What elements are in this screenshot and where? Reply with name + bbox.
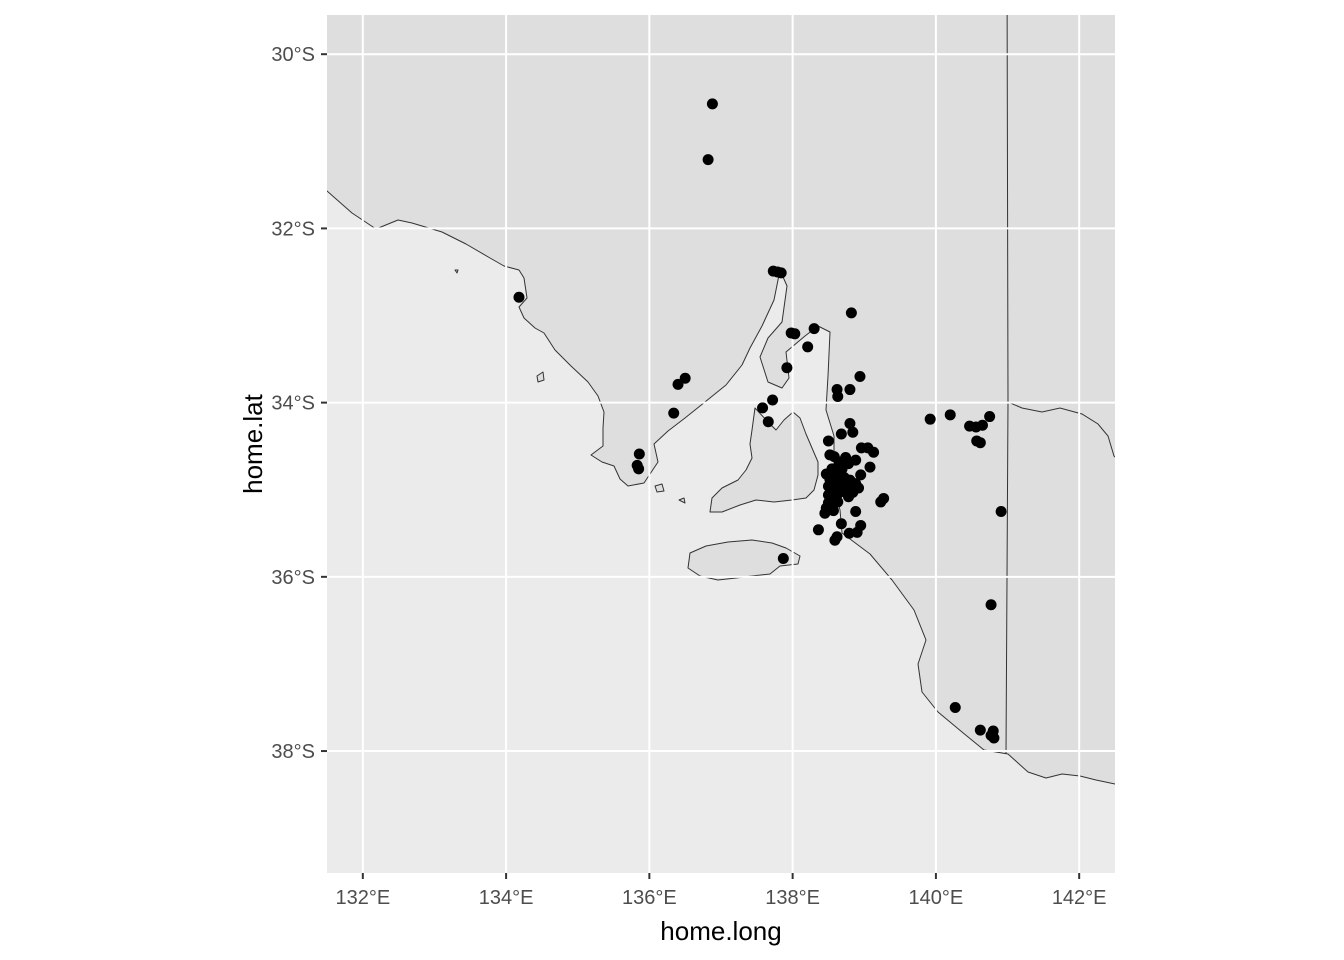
data-point-33 — [822, 435, 834, 447]
data-point-72 — [832, 496, 844, 508]
data-point-46 — [633, 463, 645, 475]
land-kangaroo-island — [687, 539, 801, 581]
x-tick-label-3: 138°E — [765, 887, 820, 909]
y-tick-label-0: 30°S — [271, 44, 315, 66]
x-tick-label-2: 136°E — [622, 887, 677, 909]
land-island-2 — [454, 269, 459, 274]
data-point-87 — [949, 701, 961, 713]
y-tick-label-4: 38°S — [271, 741, 315, 763]
data-point-1 — [702, 154, 714, 166]
x-tick-label-0: 132°E — [335, 887, 390, 909]
data-point-86 — [985, 599, 997, 611]
data-point-12 — [679, 372, 691, 384]
data-point-6 — [845, 307, 857, 319]
land-island-4 — [678, 497, 686, 504]
data-point-11 — [781, 362, 793, 374]
y-tick-label-1: 32°S — [271, 218, 315, 240]
data-point-30 — [847, 426, 859, 438]
data-point-67 — [843, 491, 855, 503]
data-point-80 — [812, 524, 824, 536]
data-point-24 — [984, 411, 996, 423]
data-point-84 — [829, 534, 841, 546]
data-point-37 — [633, 448, 645, 460]
data-point-36 — [868, 446, 880, 458]
data-point-28 — [976, 419, 988, 431]
data-point-91 — [988, 732, 1000, 744]
data-point-88 — [974, 724, 986, 736]
data-point-9 — [789, 328, 801, 340]
x-tick-label-4: 140°E — [909, 887, 964, 909]
land-island-1 — [536, 371, 545, 383]
y-axis: 30°S 32°S 34°S 36°S 38°S — [271, 44, 327, 763]
data-point-51 — [855, 469, 867, 481]
data-point-32 — [974, 437, 986, 449]
x-tick-label-1: 134°E — [479, 887, 534, 909]
data-point-70 — [875, 496, 887, 508]
river-murray-coastline — [1007, 401, 1115, 458]
x-axis-title: home.long — [660, 916, 781, 946]
data-point-75 — [850, 506, 862, 518]
data-point-45 — [864, 461, 876, 473]
data-point-77 — [819, 507, 831, 519]
data-point-29 — [835, 428, 847, 440]
data-point-85 — [777, 553, 789, 565]
data-point-4 — [775, 267, 787, 279]
data-point-23 — [944, 409, 956, 421]
y-tick-label-3: 36°S — [271, 567, 315, 589]
data-point-5 — [513, 291, 525, 303]
data-point-17 — [832, 391, 844, 403]
data-point-19 — [757, 402, 769, 414]
data-point-0 — [706, 98, 718, 110]
data-point-21 — [762, 416, 774, 428]
land-mainland — [327, 15, 1115, 785]
data-point-13 — [672, 378, 684, 390]
grid-lines — [327, 15, 1115, 873]
x-axis: 132°E 134°E 136°E 138°E 140°E 142°E — [335, 873, 1107, 909]
data-point-76 — [995, 506, 1007, 518]
x-tick-label-5: 142°E — [1052, 887, 1107, 909]
land-yorke-peninsula — [709, 407, 819, 513]
land-island-3 — [654, 483, 665, 493]
data-point-7 — [808, 323, 820, 335]
y-tick-label-2: 34°S — [271, 393, 315, 415]
data-point-22 — [924, 413, 936, 425]
data-point-15 — [844, 384, 856, 396]
y-axis-title: home.lat — [238, 393, 268, 493]
data-point-74 — [827, 505, 839, 517]
data-point-16 — [854, 370, 866, 382]
data-point-10 — [802, 341, 814, 353]
data-points — [513, 98, 1007, 744]
data-point-18 — [767, 394, 779, 406]
data-point-25 — [844, 418, 856, 430]
data-point-78 — [835, 518, 847, 530]
data-point-20 — [668, 407, 680, 419]
data-point-82 — [843, 527, 855, 539]
